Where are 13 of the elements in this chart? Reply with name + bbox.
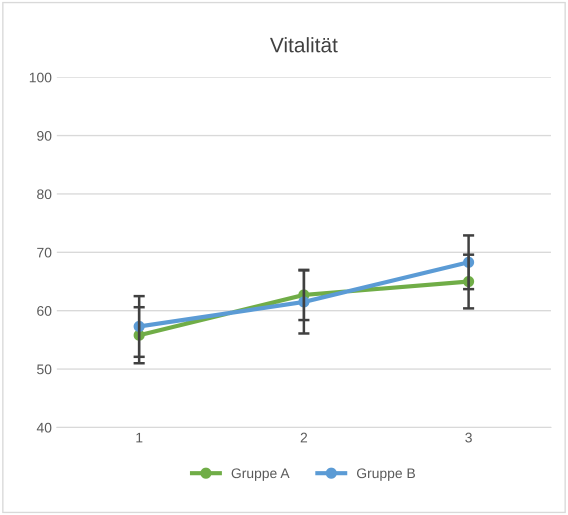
y-tick-label: 100	[30, 72, 52, 82]
chart-title: Vitalität	[270, 37, 338, 52]
x-tick-label: 3	[465, 432, 472, 443]
y-tick-label: 90	[37, 130, 52, 141]
y-tick-label: 40	[36, 422, 52, 433]
legend-label: Gruppe A	[232, 468, 290, 481]
x-tick-label: 2	[300, 432, 308, 442]
y-tick-label: 60	[37, 306, 52, 316]
legend-label: Gruppe B	[356, 468, 415, 481]
x-tick-label: 1	[136, 432, 142, 442]
y-tick-label: 70	[37, 248, 52, 258]
y-tick-label: 80	[37, 189, 52, 200]
y-tick-label: 50	[37, 364, 52, 374]
